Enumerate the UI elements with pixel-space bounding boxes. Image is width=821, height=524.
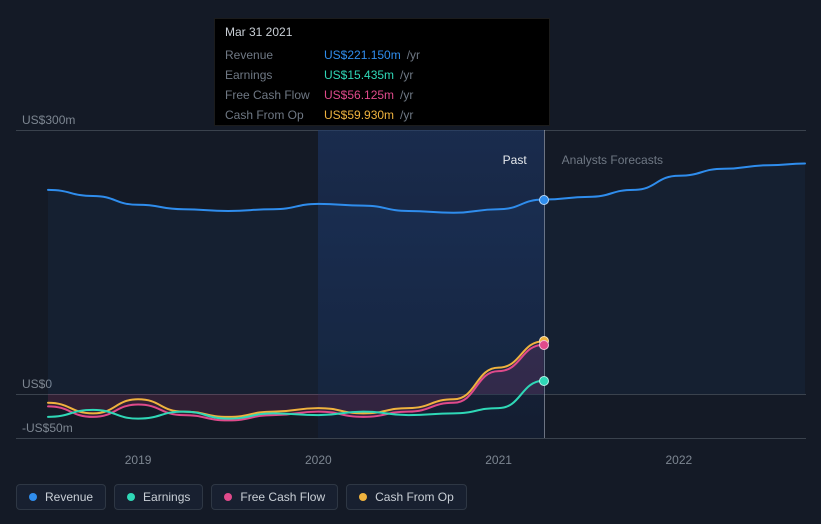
legend-item-free_cash_flow[interactable]: Free Cash Flow xyxy=(211,484,338,510)
tooltip: Mar 31 2021 RevenueUS$221.150m/yrEarning… xyxy=(214,18,550,126)
tooltip-row: Cash From Op US$59.930m/yr xyxy=(215,105,549,125)
legend-dot-icon xyxy=(224,493,232,501)
tooltip-row: Free Cash Flow US$56.125m/yr xyxy=(215,85,549,105)
series-area-revenue xyxy=(48,163,805,394)
tooltip-value: US$15.435m xyxy=(324,68,394,82)
tooltip-label: Earnings xyxy=(225,68,320,82)
legend-item-earnings[interactable]: Earnings xyxy=(114,484,203,510)
forecast-label: Analysts Forecasts xyxy=(562,153,663,167)
tooltip-row: Earnings US$15.435m/yr xyxy=(215,65,549,85)
tooltip-row: Revenue US$221.150m/yr xyxy=(215,45,549,65)
tooltip-value: US$221.150m xyxy=(324,48,401,62)
hover-marker-earnings xyxy=(539,376,549,386)
legend-dot-icon xyxy=(127,493,135,501)
legend-label: Revenue xyxy=(45,490,93,504)
legend-label: Earnings xyxy=(143,490,190,504)
legend-item-cash_from_op[interactable]: Cash From Op xyxy=(346,484,467,510)
hover-marker-revenue xyxy=(539,195,549,205)
tooltip-suffix: /yr xyxy=(400,88,413,102)
legend: Revenue Earnings Free Cash Flow Cash From O… xyxy=(16,484,467,510)
legend-label: Cash From Op xyxy=(375,490,454,504)
legend-label: Free Cash Flow xyxy=(240,490,325,504)
legend-item-revenue[interactable]: Revenue xyxy=(16,484,106,510)
hover-marker-free_cash_flow xyxy=(539,340,549,350)
tooltip-suffix: /yr xyxy=(400,68,413,82)
tooltip-value: US$59.930m xyxy=(324,108,394,122)
past-label: Past xyxy=(503,153,527,167)
tooltip-suffix: /yr xyxy=(400,108,413,122)
legend-dot-icon xyxy=(29,493,37,501)
tooltip-label: Cash From Op xyxy=(225,108,320,122)
legend-dot-icon xyxy=(359,493,367,501)
tooltip-value: US$56.125m xyxy=(324,88,394,102)
earnings-chart: US$300mUS$0-US$50m 2019202020212022 Past… xyxy=(0,0,821,524)
tooltip-suffix: /yr xyxy=(407,48,420,62)
tooltip-label: Free Cash Flow xyxy=(225,88,320,102)
tooltip-date: Mar 31 2021 xyxy=(215,19,549,45)
tooltip-label: Revenue xyxy=(225,48,320,62)
